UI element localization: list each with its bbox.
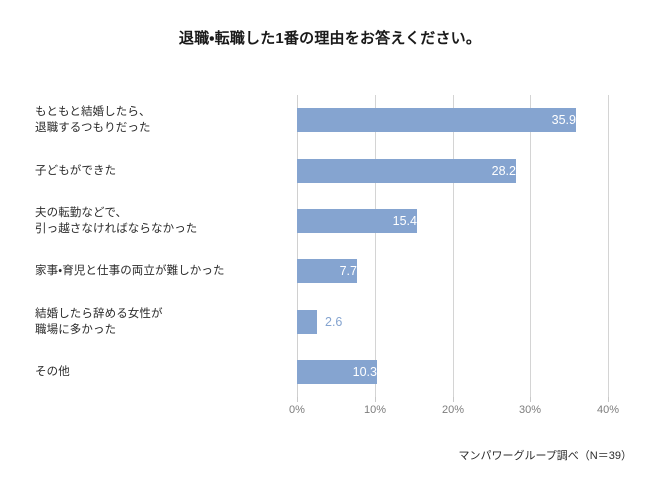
chart-title: 退職・転職した1番の理由をお答えください。 xyxy=(178,30,482,47)
bar-value-label: 28.2 xyxy=(491,164,516,178)
x-tick-label: 30% xyxy=(518,404,542,416)
bar-value-label: 35.9 xyxy=(551,113,576,127)
bar-row[interactable]: 10.3 xyxy=(297,348,660,396)
category-label: もともと結婚したら、 退職するつもりだった xyxy=(35,96,287,144)
bars-layer: 35.9 28.2 15.4 7.7 2.6 10.3 xyxy=(297,95,660,397)
category-label: その他 xyxy=(35,348,287,396)
category-label-line: その他 xyxy=(35,366,70,378)
bar[interactable] xyxy=(297,259,357,283)
category-axis: もともと結婚したら、 退職するつもりだった 子どもができた 夫の転勤などで、 引っ越さな… xyxy=(0,95,297,397)
category-label-line: 子どもができた xyxy=(35,165,117,177)
source-note: マンパワーグループ調べ（N＝39） xyxy=(458,450,632,462)
plot-area xyxy=(297,95,609,397)
tick-mark-30% xyxy=(530,397,531,402)
category-label-line: 夫の転勤などで、 xyxy=(35,207,128,219)
category-label-line: 家事・育児と仕事の両立が難しかった xyxy=(35,265,225,277)
gridline-40% xyxy=(608,95,609,397)
bar[interactable] xyxy=(297,360,377,384)
bar-row[interactable]: 28.2 xyxy=(297,147,660,195)
x-tick-label: 20% xyxy=(441,404,465,416)
category-label: 結婚したら辞める女性が 職場に多かった xyxy=(35,298,287,346)
bar-value-label: 2.6 xyxy=(325,315,343,329)
category-label-line: 退職するつもりだった xyxy=(35,122,151,134)
tick-mark-40% xyxy=(608,397,609,402)
bar[interactable] xyxy=(297,310,317,334)
gridline-10% xyxy=(375,95,376,397)
bar-value-label: 10.3 xyxy=(352,365,377,379)
category-label: 子どもができた xyxy=(35,147,287,195)
bar-value-label: 15.4 xyxy=(392,214,417,228)
bar-row[interactable]: 35.9 xyxy=(297,96,660,144)
bar-row[interactable]: 7.7 xyxy=(297,247,660,295)
gridline-30% xyxy=(530,95,531,397)
tick-mark-10% xyxy=(375,397,376,402)
category-label-line: 引っ越さなければならなかった xyxy=(35,223,198,235)
tick-mark-20% xyxy=(453,397,454,402)
bar[interactable] xyxy=(297,159,516,183)
category-label-line: 結婚したら辞める女性が xyxy=(35,308,163,320)
x-axis: 0% 10% 20% 30% 40% xyxy=(289,397,619,427)
category-label-line: 職場に多かった xyxy=(35,324,117,336)
bar-row[interactable]: 15.4 xyxy=(297,197,660,245)
category-label: 家事・育児と仕事の両立が難しかった xyxy=(35,247,287,295)
x-tick-label: 0% xyxy=(289,404,305,416)
bar[interactable] xyxy=(297,209,417,233)
category-label: 夫の転勤などで、引っ越さなければならなかった xyxy=(35,197,287,245)
x-tick-label: 40% xyxy=(596,404,620,416)
gridline-20% xyxy=(453,95,454,397)
x-tick-label: 10% xyxy=(363,404,387,416)
bar-value-label: 7.7 xyxy=(339,264,357,278)
tick-mark-0% xyxy=(297,397,298,402)
bar-row[interactable]: 2.6 xyxy=(297,298,660,346)
bar[interactable] xyxy=(297,108,576,132)
gridline-0% xyxy=(297,95,298,397)
category-label-line: もともと結婚したら、 xyxy=(35,106,151,118)
